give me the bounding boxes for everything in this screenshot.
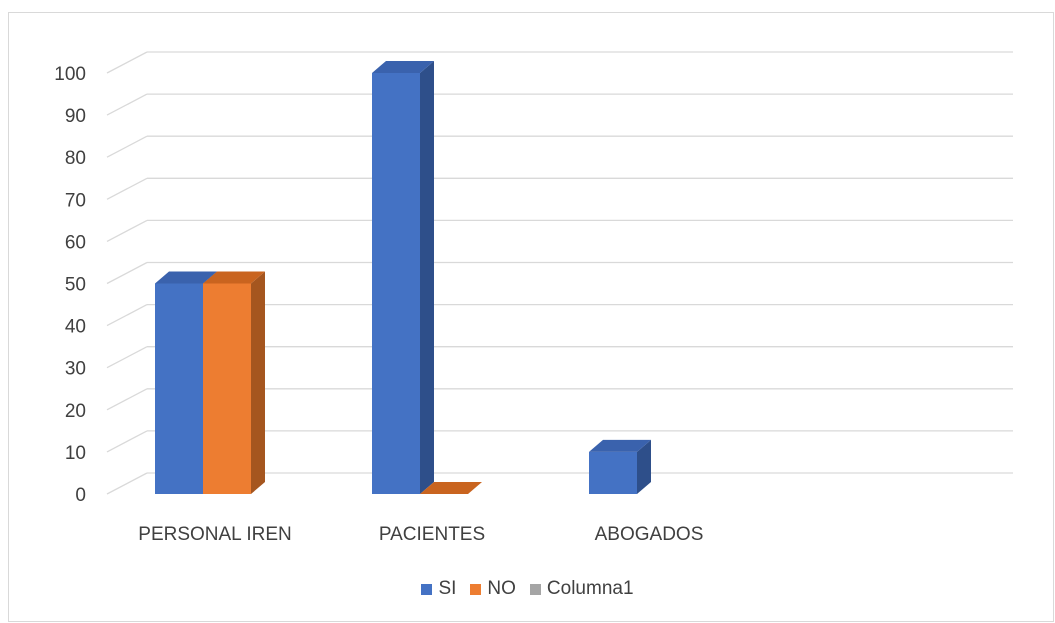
legend-swatch-no bbox=[470, 583, 482, 595]
gridline-diagonal bbox=[106, 177, 148, 200]
y-tick-label: 90 bbox=[65, 106, 86, 127]
gridline-diagonal bbox=[106, 93, 148, 116]
y-tick-label: 100 bbox=[54, 64, 86, 85]
category-label: PACIENTES bbox=[379, 524, 485, 545]
legend-label-columna1: Columna1 bbox=[546, 578, 634, 599]
gridline-diagonal bbox=[106, 430, 148, 453]
gridline-diagonal bbox=[106, 135, 148, 158]
y-tick-label: 50 bbox=[65, 275, 86, 296]
gridlines bbox=[106, 51, 1013, 495]
x-axis-categories: PERSONAL IREN PACIENTES ABOGADOS bbox=[138, 524, 703, 545]
y-axis-ticks: 0 10 20 30 40 50 60 70 80 90 100 bbox=[54, 64, 86, 506]
bar-si-2 bbox=[589, 439, 651, 494]
y-tick-label: 10 bbox=[65, 443, 86, 464]
y-tick-label: 70 bbox=[65, 190, 86, 211]
bar-si-1 bbox=[372, 61, 434, 494]
legend: SI NO Columna1 bbox=[0, 578, 1055, 600]
category-label: ABOGADOS bbox=[595, 524, 704, 545]
bar-no-1 bbox=[420, 482, 482, 494]
legend-item-si: SI bbox=[421, 578, 456, 600]
bars bbox=[155, 61, 651, 494]
y-tick-label: 60 bbox=[65, 232, 86, 253]
legend-item-columna1: Columna1 bbox=[529, 578, 634, 600]
gridline-diagonal bbox=[106, 51, 148, 74]
legend-swatch-si bbox=[421, 583, 433, 595]
category-label: PERSONAL IREN bbox=[138, 524, 291, 545]
y-tick-label: 30 bbox=[65, 359, 86, 380]
y-tick-label: 40 bbox=[65, 317, 86, 338]
gridline-diagonal bbox=[106, 261, 148, 285]
legend-label-si: SI bbox=[438, 578, 457, 599]
legend-item-no: NO bbox=[470, 578, 516, 600]
gridline-diagonal bbox=[106, 219, 148, 242]
y-tick-label: 80 bbox=[65, 148, 86, 169]
legend-swatch-columna1 bbox=[529, 583, 541, 595]
legend-label-no: NO bbox=[487, 578, 516, 599]
y-tick-label: 20 bbox=[65, 401, 86, 422]
gridline-diagonal bbox=[106, 346, 148, 369]
y-tick-label: 0 bbox=[75, 485, 86, 506]
gridline-diagonal bbox=[106, 304, 148, 327]
bar-no-0 bbox=[203, 271, 265, 494]
gridline-diagonal bbox=[106, 472, 148, 495]
gridline-diagonal bbox=[106, 388, 148, 411]
